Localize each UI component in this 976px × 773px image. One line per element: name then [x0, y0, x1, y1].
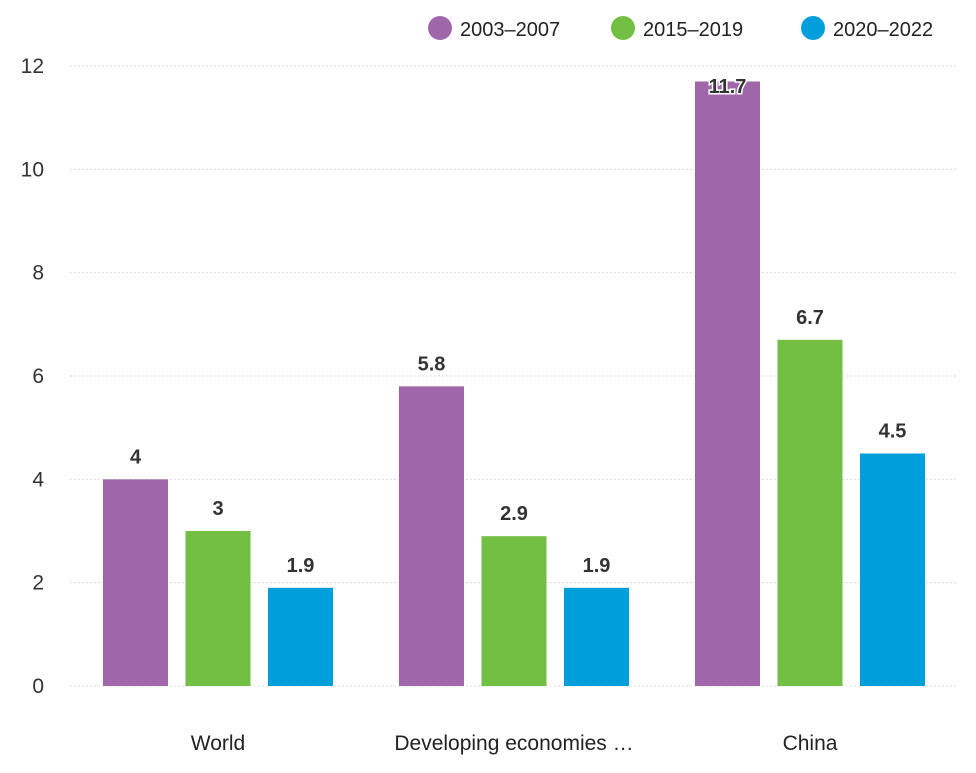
y-tick-label: 4	[32, 468, 44, 491]
bar	[481, 536, 547, 686]
legend-swatch	[801, 16, 825, 40]
y-axis-ticks: 0 2 4 6 8 10 12	[21, 55, 45, 698]
legend: 2003–2007 2015–2019 2020–2022	[428, 16, 933, 41]
data-label: 1.9	[287, 555, 315, 577]
legend-label: 2003–2007	[460, 19, 560, 41]
y-tick-label: 0	[32, 675, 44, 698]
legend-label: 2015–2019	[643, 19, 743, 41]
bar	[777, 339, 843, 686]
bar	[695, 81, 760, 686]
data-label: 6.7	[796, 307, 824, 329]
y-tick-label: 8	[32, 262, 44, 285]
x-category-label: World	[191, 732, 245, 755]
data-labels: 4 3 1.9 5.8 2.9 1.9 11.7 6.7 4.5	[128, 75, 907, 579]
bar	[860, 453, 925, 686]
y-tick-label: 10	[21, 158, 44, 181]
y-tick-label: 12	[21, 55, 44, 78]
data-label: 2.9	[500, 503, 528, 525]
bar	[185, 531, 251, 686]
y-tick-label: 6	[32, 365, 44, 388]
bar	[564, 587, 629, 686]
x-category-label: China	[783, 732, 838, 755]
data-label: 5.8	[418, 353, 446, 375]
data-label: 4.5	[879, 421, 907, 443]
data-label: 1.9	[583, 555, 611, 577]
data-label: 4	[130, 446, 142, 468]
x-axis-categories: World Developing economies … China	[191, 732, 838, 755]
x-category-label: Developing economies …	[394, 732, 633, 755]
bar	[103, 479, 168, 686]
legend-swatch	[428, 16, 452, 40]
data-label: 3	[212, 498, 223, 520]
y-tick-label: 2	[32, 572, 44, 595]
bar	[399, 386, 464, 686]
data-label: 11.7	[709, 76, 747, 98]
bars	[103, 81, 925, 686]
legend-swatch	[611, 16, 635, 40]
bar	[268, 587, 333, 686]
legend-label: 2020–2022	[833, 19, 933, 41]
